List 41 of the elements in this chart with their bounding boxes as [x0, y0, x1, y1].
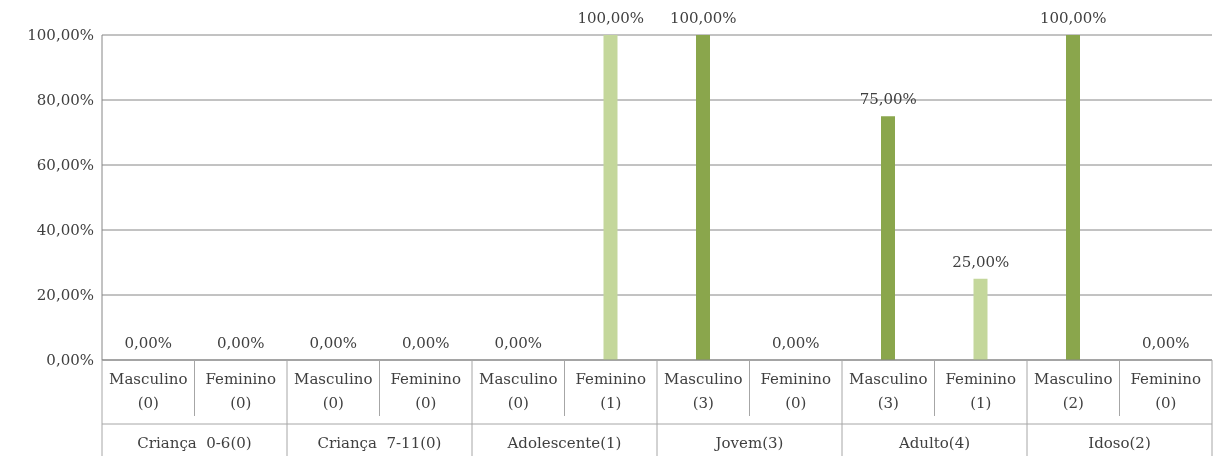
data-label: 100,00%: [577, 9, 645, 27]
data-label: 100,00%: [669, 9, 737, 27]
x-tick-label: Masculino (2): [1034, 370, 1113, 412]
data-label: 100,00%: [1039, 9, 1107, 27]
x-tick-label: Feminino (0): [1130, 370, 1202, 412]
bar: [1066, 35, 1080, 360]
text: Idoso(2): [1088, 434, 1151, 452]
bar: [973, 278, 988, 360]
x-tick-label: Masculino (0): [479, 370, 558, 412]
bar: [603, 35, 618, 360]
data-label: 25,00%: [952, 252, 1010, 271]
x-tick-label: Feminino (1): [575, 370, 647, 412]
data-label: 0,00%: [771, 334, 820, 352]
data-label: 0,00%: [401, 334, 450, 352]
x-tick-label: Masculino (0): [294, 370, 373, 412]
data-label: 0,00%: [124, 334, 173, 352]
data-label: 0,00%: [494, 334, 543, 352]
text: Criança 7-11(0): [317, 434, 442, 452]
y-tick-label: 40,00%: [36, 221, 94, 240]
x-tick-label: Masculino (3): [664, 370, 743, 412]
data-label: 0,00%: [216, 334, 265, 352]
x-tick-label: Masculino (3): [849, 370, 928, 412]
text: Criança 0-6(0): [137, 434, 252, 452]
y-tick-label: 60,00%: [36, 156, 94, 175]
data-label: 0,00%: [309, 334, 358, 352]
y-tick-label: 100,00%: [27, 26, 94, 45]
x-tick-label: Feminino (0): [390, 370, 462, 412]
text: Adulto(4): [897, 434, 971, 452]
text: Jovem(3): [713, 434, 784, 452]
x-tick-label: Feminino (0): [760, 370, 832, 412]
x-tick-label: Feminino (1): [945, 370, 1017, 412]
x-tick-label: Feminino (0): [205, 370, 277, 412]
data-label: 75,00%: [859, 90, 917, 109]
y-tick-label: 80,00%: [36, 91, 94, 110]
data-label: 0,00%: [1141, 334, 1190, 352]
bar: [696, 35, 710, 360]
text: Adolescente(1): [506, 434, 622, 452]
y-tick-label: 20,00%: [36, 286, 94, 305]
x-tick-label: Masculino (0): [109, 370, 188, 412]
bar: [881, 116, 895, 360]
y-tick-label: 0,00%: [46, 351, 94, 370]
